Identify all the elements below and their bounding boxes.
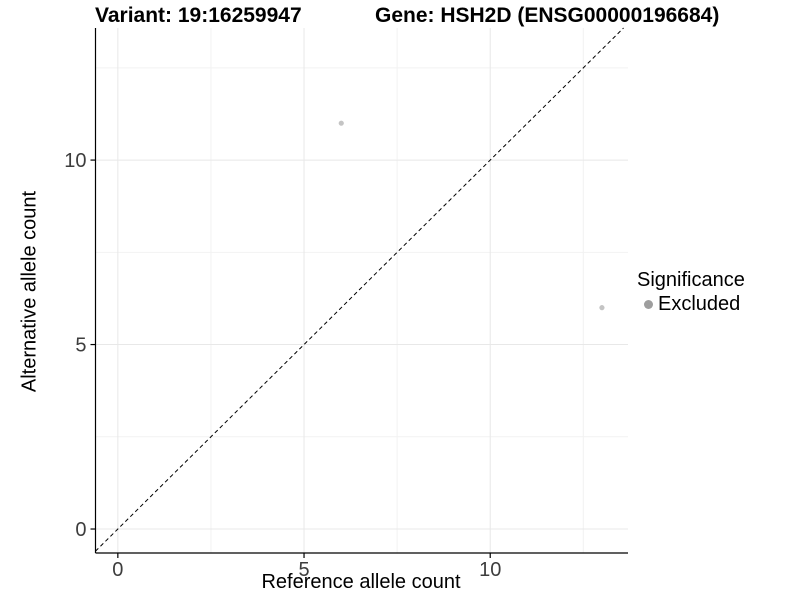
plot-title-gene: Gene: HSH2D (ENSG00000196684)	[375, 4, 720, 27]
legend-item-excluded: Excluded	[644, 293, 745, 316]
y-axis-title: Alternative allele count	[18, 190, 41, 393]
x-tick-label: 5	[298, 559, 309, 581]
legend-key-dot	[644, 300, 653, 309]
x-tick-label: 0	[112, 559, 123, 581]
y-tick-label: 5	[75, 335, 86, 357]
y-tick-label: 0	[75, 519, 86, 541]
data-point	[338, 120, 344, 126]
legend-item-label: Excluded	[658, 293, 741, 315]
data-point	[599, 305, 605, 311]
x-tick-label: 10	[479, 559, 501, 581]
x-axis-title: Reference allele count	[261, 571, 461, 593]
identity-line	[95, 27, 624, 552]
legend-title: Significance	[637, 269, 745, 291]
plot-title-variant: Variant: 19:16259947	[95, 4, 302, 27]
legend: Significance Excluded	[637, 269, 745, 316]
y-tick-label: 10	[64, 150, 86, 172]
